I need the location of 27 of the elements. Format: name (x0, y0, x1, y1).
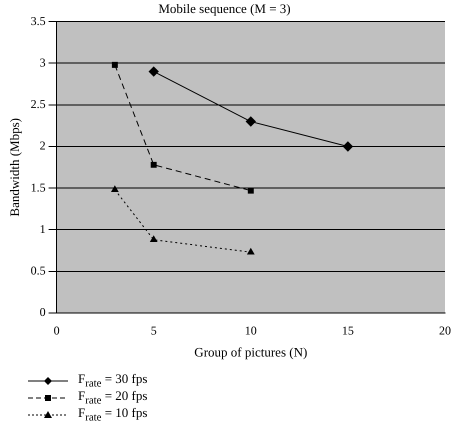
x-tick-label: 5 (150, 323, 157, 338)
x-tick-label: 15 (342, 323, 354, 338)
y-tick-label: 1.5 (30, 180, 46, 194)
point (342, 141, 353, 152)
point (247, 248, 254, 254)
y-tick-label: 2.5 (30, 97, 46, 112)
point (112, 62, 118, 68)
y-tick-label: 1 (40, 222, 46, 236)
y-tick-label: 0.5 (30, 264, 46, 278)
x-tick-label: 10 (244, 323, 257, 338)
chart-title: Mobile sequence (M = 3) (158, 1, 291, 16)
point (150, 236, 158, 242)
x-axis-title: Group of pictures (N) (194, 344, 308, 360)
point (246, 116, 256, 127)
point (111, 186, 118, 192)
point (150, 162, 157, 168)
y-tick-label: 0 (40, 305, 46, 320)
legend-label: F$_{rate}$ = 30 fps (78, 371, 148, 390)
x-tick-label: 20 (439, 323, 451, 338)
point (148, 66, 159, 77)
y-axis-title: Bandwidth (Mbps) (7, 118, 22, 217)
x-tick-label: 0 (54, 323, 60, 338)
legend-label: F$_{rate}$ = 20 fps (78, 388, 148, 407)
y-tick-label: 2 (40, 138, 46, 153)
y-tick-label: 3.5 (30, 14, 46, 28)
legend-label: F$_{rate}$ = 10 fps (78, 405, 148, 424)
y-tick-label: 3 (40, 55, 46, 70)
